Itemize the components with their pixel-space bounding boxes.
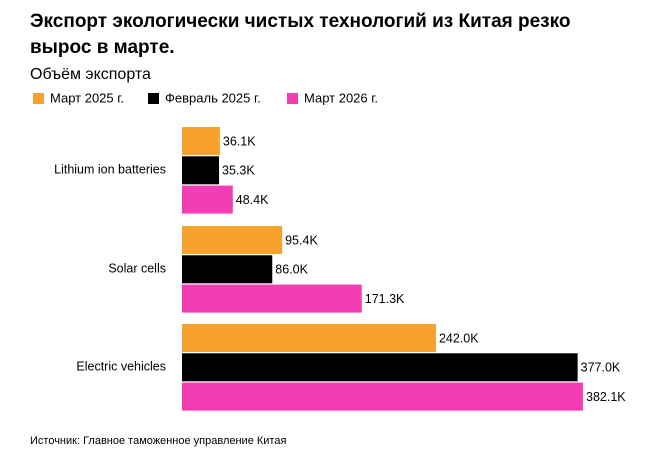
legend-swatch [148, 93, 159, 104]
source: Источник: Главное таможенное управление … [30, 435, 286, 447]
bar [182, 156, 220, 185]
legend-label: Март 2025 г. [50, 90, 124, 105]
value-label: 86.0K [275, 263, 308, 277]
value-label: 382.1K [586, 390, 626, 404]
bar [182, 127, 220, 155]
bar [182, 324, 436, 352]
legend-swatch [287, 93, 298, 104]
bar [182, 284, 362, 313]
legend-label: Февраль 2025 г. [165, 90, 261, 105]
value-label: 35.3K [222, 164, 255, 178]
chart-title: вырос в марте. [30, 37, 175, 58]
value-label: 36.1K [223, 134, 256, 148]
legend-label: Март 2026 г. [304, 90, 378, 105]
bar [182, 255, 273, 284]
category-label: Electric vehicles [76, 360, 166, 374]
value-label: 242.0K [439, 331, 479, 345]
value-label: 171.3K [365, 292, 405, 306]
category-label: Lithium ion batteries [54, 163, 166, 177]
value-label: 377.0K [581, 361, 621, 375]
value-label: 95.4K [285, 233, 318, 247]
chart-title: Экспорт экологически чистых технологий и… [30, 11, 570, 32]
legend-swatch [33, 93, 44, 104]
value-label: 48.4K [236, 193, 269, 207]
bar [182, 185, 233, 214]
bar [182, 382, 583, 411]
chart-subtitle: Объём экспорта [30, 66, 151, 83]
bar [182, 226, 283, 254]
bar [182, 353, 578, 382]
category-label: Solar cells [108, 262, 166, 276]
